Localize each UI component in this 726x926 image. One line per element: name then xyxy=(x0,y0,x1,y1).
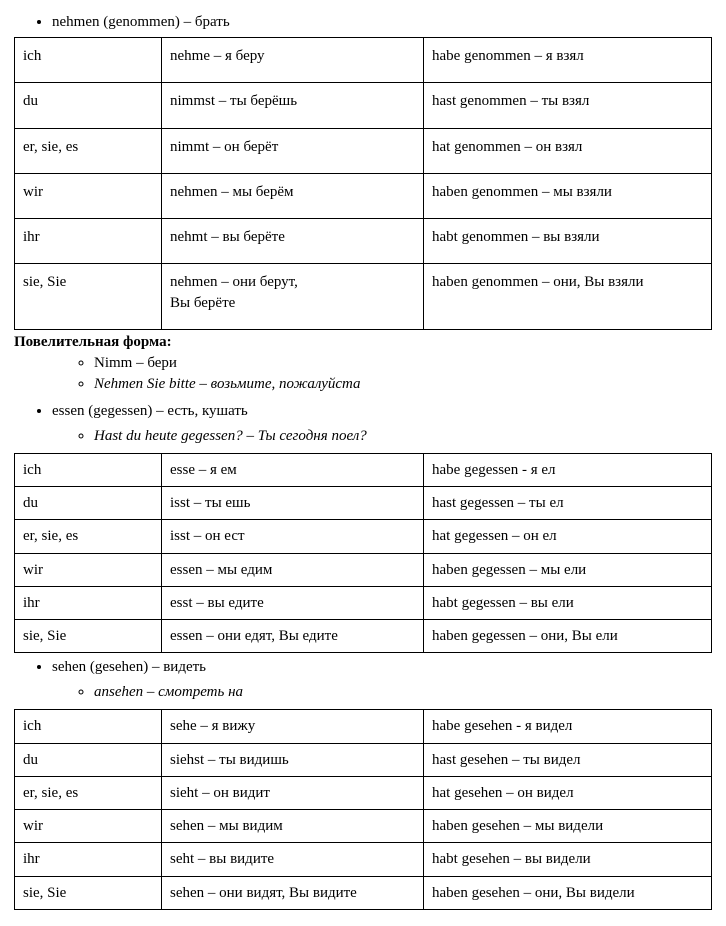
pronoun-cell: ich xyxy=(15,710,162,743)
verb2-example: Hast du heute gegessen? – Ты сегодня пое… xyxy=(94,426,712,447)
pronoun-cell: sie, Sie xyxy=(15,620,162,653)
table-row: sie, Sieessen – они едят, Вы едитеhaben … xyxy=(15,620,712,653)
present-cell: essen – они едят, Вы едите xyxy=(162,620,424,653)
present-cell: nehmen – они берут,Вы берёте xyxy=(162,264,424,330)
imperative-heading: Повелительная форма: xyxy=(14,334,712,351)
perfect-cell: hat gegessen – он ел xyxy=(424,520,712,553)
perfect-cell: haben genommen – они, Вы взяли xyxy=(424,264,712,330)
pronoun-cell: sie, Sie xyxy=(15,876,162,909)
verb2-example-list: Hast du heute gegessen? – Ты сегодня пое… xyxy=(14,426,712,447)
verb1-title: nehmen (genommen) – брать xyxy=(52,12,712,33)
perfect-cell: habe gegessen - я ел xyxy=(424,453,712,486)
perfect-cell: habt gegessen – вы ели xyxy=(424,586,712,619)
perfect-cell: habt gesehen – вы видели xyxy=(424,843,712,876)
table-row: wirnehmen – мы берёмhaben genommen – мы … xyxy=(15,173,712,218)
table-row: sie, Sienehmen – они берут,Вы берётеhabe… xyxy=(15,264,712,330)
present-cell: essen – мы едим xyxy=(162,553,424,586)
table-row: ichesse – я емhabe gegessen - я ел xyxy=(15,453,712,486)
verb2-title: essen (gegessen) – есть, кушать xyxy=(52,401,712,422)
perfect-cell: haben gegessen – они, Вы ели xyxy=(424,620,712,653)
present-cell: isst – он ест xyxy=(162,520,424,553)
pronoun-cell: ich xyxy=(15,453,162,486)
present-cell: nehme – я беру xyxy=(162,38,424,83)
present-cell: esse – я ем xyxy=(162,453,424,486)
verb1-bullet-list: nehmen (genommen) – брать xyxy=(14,12,712,33)
imperative-2: Nehmen Sie bitte – возьмите, пожалуйста xyxy=(94,374,712,395)
present-cell: nimmst – ты берёшь xyxy=(162,83,424,128)
perfect-cell: hat gesehen – он видел xyxy=(424,776,712,809)
table-row: wirsehen – мы видимhaben gesehen – мы ви… xyxy=(15,810,712,843)
present-cell: nehmen – мы берём xyxy=(162,173,424,218)
present-cell: nimmt – он берёт xyxy=(162,128,424,173)
table-row: er, sie, esnimmt – он берётhat genommen … xyxy=(15,128,712,173)
table-row: sie, Siesehen – они видят, Вы видитеhabe… xyxy=(15,876,712,909)
pronoun-cell: er, sie, es xyxy=(15,520,162,553)
table-row: dusiehst – ты видишьhast gesehen – ты ви… xyxy=(15,743,712,776)
pronoun-cell: du xyxy=(15,487,162,520)
table-row: ichsehe – я вижуhabe gesehen - я видел xyxy=(15,710,712,743)
present-cell: isst – ты ешь xyxy=(162,487,424,520)
present-cell: seht – вы видите xyxy=(162,843,424,876)
present-cell: siehst – ты видишь xyxy=(162,743,424,776)
table-row: dunimmst – ты берёшьhast genommen – ты в… xyxy=(15,83,712,128)
present-cell: sehen – они видят, Вы видите xyxy=(162,876,424,909)
pronoun-cell: wir xyxy=(15,553,162,586)
perfect-cell: habe genommen – я взял xyxy=(424,38,712,83)
table-row: er, sie, essieht – он видитhat gesehen –… xyxy=(15,776,712,809)
verb2-table: ichesse – я емhabe gegessen - я елduisst… xyxy=(14,453,712,654)
table-row: ihrnehmt – вы берётеhabt genommen – вы в… xyxy=(15,219,712,264)
pronoun-cell: du xyxy=(15,83,162,128)
table-row: wiressen – мы едимhaben gegessen – мы ел… xyxy=(15,553,712,586)
table-row: duisst – ты ешьhast gegessen – ты ел xyxy=(15,487,712,520)
perfect-cell: hast gegessen – ты ел xyxy=(424,487,712,520)
pronoun-cell: ihr xyxy=(15,586,162,619)
present-cell: sehe – я вижу xyxy=(162,710,424,743)
verb3-title: sehen (gesehen) – видеть xyxy=(52,657,712,678)
present-cell: sehen – мы видим xyxy=(162,810,424,843)
verb2-tbody: ichesse – я емhabe gegessen - я елduisst… xyxy=(15,453,712,653)
verb1-table: ichnehme – я беруhabe genommen – я взялd… xyxy=(14,37,712,330)
perfect-cell: haben gesehen – мы видели xyxy=(424,810,712,843)
pronoun-cell: wir xyxy=(15,173,162,218)
present-cell: sieht – он видит xyxy=(162,776,424,809)
perfect-cell: habe gesehen - я видел xyxy=(424,710,712,743)
present-cell: esst – вы едите xyxy=(162,586,424,619)
pronoun-cell: ihr xyxy=(15,219,162,264)
perfect-cell: hast genommen – ты взял xyxy=(424,83,712,128)
verb3-table: ichsehe – я вижуhabe gesehen - я виделdu… xyxy=(14,709,712,910)
perfect-cell: haben genommen – мы взяли xyxy=(424,173,712,218)
perfect-cell: habt genommen – вы взяли xyxy=(424,219,712,264)
verb3-example-list: ansehen – смотреть на xyxy=(14,682,712,703)
verb3-example: ansehen – смотреть на xyxy=(94,682,712,703)
table-row: ihrseht – вы видитеhabt gesehen – вы вид… xyxy=(15,843,712,876)
present-cell: nehmt – вы берёте xyxy=(162,219,424,264)
pronoun-cell: ich xyxy=(15,38,162,83)
verb2-bullet-list: essen (gegessen) – есть, кушать xyxy=(14,401,712,422)
imperative-1: Nimm – бери xyxy=(94,353,712,374)
verb3-bullet-list: sehen (gesehen) – видеть xyxy=(14,657,712,678)
pronoun-cell: er, sie, es xyxy=(15,128,162,173)
verb1-tbody: ichnehme – я беруhabe genommen – я взялd… xyxy=(15,38,712,330)
verb1-imperatives: Nimm – бери Nehmen Sie bitte – возьмите,… xyxy=(14,353,712,395)
table-row: ihresst – вы едитеhabt gegessen – вы ели xyxy=(15,586,712,619)
perfect-cell: hat genommen – он взял xyxy=(424,128,712,173)
pronoun-cell: ihr xyxy=(15,843,162,876)
table-row: er, sie, esisst – он естhat gegessen – о… xyxy=(15,520,712,553)
pronoun-cell: er, sie, es xyxy=(15,776,162,809)
perfect-cell: hast gesehen – ты видел xyxy=(424,743,712,776)
perfect-cell: haben gesehen – они, Вы видели xyxy=(424,876,712,909)
pronoun-cell: wir xyxy=(15,810,162,843)
table-row: ichnehme – я беруhabe genommen – я взял xyxy=(15,38,712,83)
pronoun-cell: du xyxy=(15,743,162,776)
perfect-cell: haben gegessen – мы ели xyxy=(424,553,712,586)
pronoun-cell: sie, Sie xyxy=(15,264,162,330)
verb3-tbody: ichsehe – я вижуhabe gesehen - я виделdu… xyxy=(15,710,712,910)
